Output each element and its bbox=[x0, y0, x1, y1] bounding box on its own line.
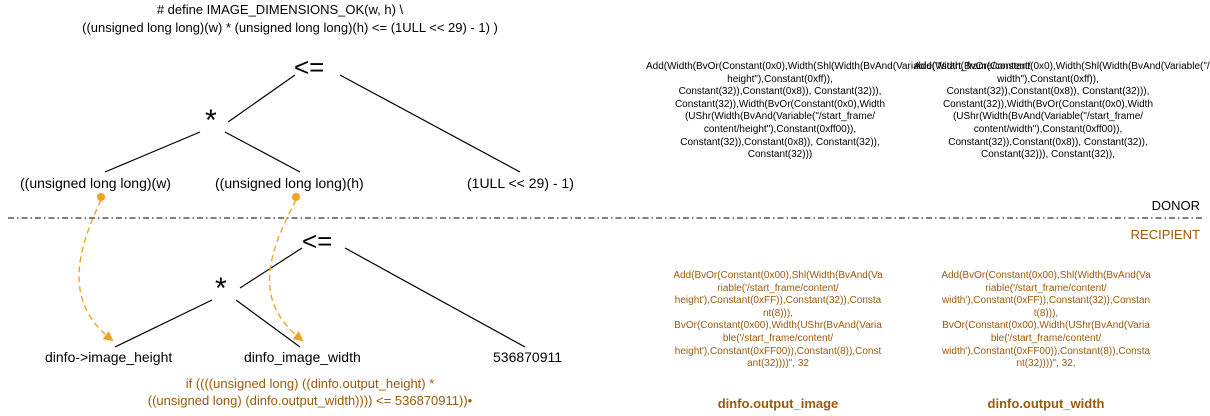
recipient-op-less-equal: <= bbox=[302, 226, 333, 256]
donor-op-less-equal: <= bbox=[294, 52, 325, 82]
donor-edge-root-const bbox=[339, 74, 521, 173]
donor-leaf-const: (1ULL << 29) - 1) bbox=[467, 175, 574, 191]
donor-leaf-h: ((unsigned long long)(h) bbox=[215, 175, 364, 191]
recipient-op-multiply: * bbox=[215, 272, 227, 305]
donor-edge-mul-w bbox=[104, 131, 201, 173]
recipient-tree-edges bbox=[114, 247, 526, 348]
donor-edge-mul-h bbox=[224, 131, 301, 173]
recipient-leaf-const: 536870911 bbox=[493, 349, 563, 365]
donor-leaf-w: ((unsigned long long)(w) bbox=[20, 175, 171, 191]
macro-definition-line2: ((unsigned long long)(w) * (unsigned lon… bbox=[82, 20, 498, 35]
donor-label: DONOR bbox=[1151, 198, 1200, 213]
transfer-source-dot-w bbox=[97, 193, 105, 201]
donor-edge-root-mul bbox=[227, 74, 296, 123]
donor-expr-height: Add(Width(BvOr(Constant(0x0),Width(Shl(W… bbox=[646, 61, 1031, 161]
recipient-leaf-width: dinfo_image_width bbox=[244, 349, 361, 365]
donor-op-multiply: * bbox=[205, 104, 217, 137]
recipient-caption-image: dinfo.output_image bbox=[717, 396, 839, 411]
transfer-arrows bbox=[78, 193, 304, 342]
recipient-edge-mul-width bbox=[235, 299, 301, 348]
donor-tree-edges bbox=[104, 74, 521, 173]
recipient-code-line1: if ((((unsigned long) ((dinfo.output_hei… bbox=[185, 376, 435, 391]
recipient-expr-width: Add(BvOr(Constant(0x00),Shl(Width(BvAnd(… bbox=[941, 270, 1151, 370]
donor-expr-width: Add(Width(BvOr(Constant(0x0),Width(Shl(W… bbox=[914, 61, 1210, 161]
macro-definition-line1: # define IMAGE_DIMENSIONS_OK(w, h) \ bbox=[156, 2, 404, 17]
transfer-arrow-h bbox=[268, 199, 304, 342]
recipient-leaf-height: dinfo->image_height bbox=[45, 349, 173, 365]
transfer-arrow-w bbox=[78, 199, 114, 342]
recipient-code-line2: ((unsigned long) (dinfo.output_width))))… bbox=[147, 393, 473, 408]
recipient-label: RECIPIENT bbox=[1130, 227, 1200, 242]
recipient-edge-mul-height bbox=[114, 299, 213, 348]
recipient-edge-root-const bbox=[344, 247, 526, 348]
recipient-caption-width: dinfo.output_width bbox=[987, 396, 1105, 411]
recipient-expr-image: Add(BvOr(Constant(0x00),Shl(Width(BvAnd(… bbox=[673, 270, 883, 370]
transfer-source-dot-h bbox=[292, 193, 300, 201]
